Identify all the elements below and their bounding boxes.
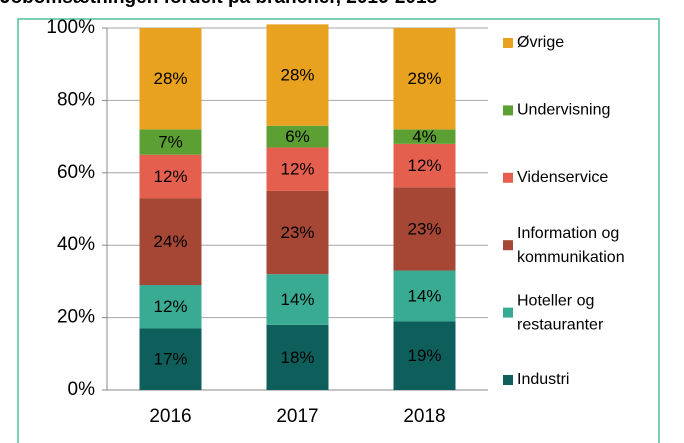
bar-segment bbox=[266, 125, 329, 148]
data-label: 28% bbox=[153, 69, 187, 88]
data-label: 7% bbox=[158, 133, 183, 152]
legend-line: Hoteller og bbox=[517, 293, 599, 310]
legend-swatch bbox=[503, 240, 513, 251]
legend-swatch bbox=[503, 307, 513, 318]
y-tick-label: 80% bbox=[57, 89, 95, 110]
legend-label: Information og kommunikation bbox=[517, 225, 625, 266]
data-label: 17% bbox=[153, 350, 187, 369]
bar-segment bbox=[266, 147, 329, 191]
data-label: 12% bbox=[407, 156, 441, 175]
y-tick-label: 20% bbox=[57, 307, 95, 328]
x-tick-label: 2016 bbox=[149, 406, 191, 427]
bar-segment bbox=[139, 285, 202, 329]
data-label: 24% bbox=[153, 232, 187, 251]
data-label: 23% bbox=[407, 219, 441, 238]
bar-segment bbox=[266, 24, 329, 126]
chart-frame bbox=[17, 18, 660, 443]
bar-segment bbox=[393, 187, 456, 271]
data-label: 28% bbox=[407, 69, 441, 88]
data-label: 19% bbox=[407, 346, 441, 365]
bar-segment bbox=[139, 328, 202, 390]
bar-segment bbox=[266, 190, 329, 275]
y-tick-label: 0% bbox=[68, 379, 96, 400]
y-tick-label: 100% bbox=[46, 17, 95, 38]
data-label: 28% bbox=[280, 66, 314, 85]
data-label: 23% bbox=[280, 223, 314, 242]
y-tick-label: 40% bbox=[57, 234, 95, 255]
bar-segment bbox=[393, 143, 456, 188]
x-tick-label: 2018 bbox=[403, 406, 445, 427]
legend-line: Information og bbox=[517, 225, 624, 242]
bar-segment bbox=[139, 154, 202, 199]
data-label: 6% bbox=[285, 127, 310, 146]
data-label: 14% bbox=[407, 286, 441, 305]
data-label: 12% bbox=[153, 297, 187, 316]
bar-segment bbox=[393, 321, 456, 390]
bar-segment bbox=[393, 28, 456, 130]
legend-swatch bbox=[503, 105, 513, 116]
bar-segment bbox=[139, 198, 202, 286]
bar-segment bbox=[393, 270, 456, 322]
bar-segment bbox=[266, 324, 329, 390]
data-label: 4% bbox=[412, 127, 437, 146]
legend-swatch bbox=[503, 375, 513, 385]
chart-title: Jobomsætningen fordelt på brancher, 2016… bbox=[0, 0, 437, 8]
data-label: 12% bbox=[153, 167, 187, 186]
data-label: 18% bbox=[280, 348, 314, 367]
legend-swatch bbox=[503, 38, 513, 48]
bar-segment bbox=[393, 129, 456, 144]
legend-label: Øvrige bbox=[517, 34, 564, 51]
bar-segment bbox=[139, 129, 202, 155]
legend-label: Undervisning bbox=[517, 102, 610, 119]
legend-line: kommunikation bbox=[517, 249, 625, 266]
legend-line: restauranter bbox=[517, 317, 604, 334]
legend-label: Industri bbox=[517, 371, 569, 388]
bar-segment bbox=[139, 28, 202, 130]
bar-segment bbox=[266, 274, 329, 325]
legend-label: Hoteller og restauranter bbox=[517, 293, 604, 334]
legend-swatch bbox=[503, 172, 513, 183]
legend-label: Videnservice bbox=[517, 169, 608, 186]
data-label: 12% bbox=[280, 160, 314, 179]
y-tick-label: 60% bbox=[57, 162, 95, 183]
x-tick-label: 2017 bbox=[276, 406, 318, 427]
data-label: 14% bbox=[280, 290, 314, 309]
